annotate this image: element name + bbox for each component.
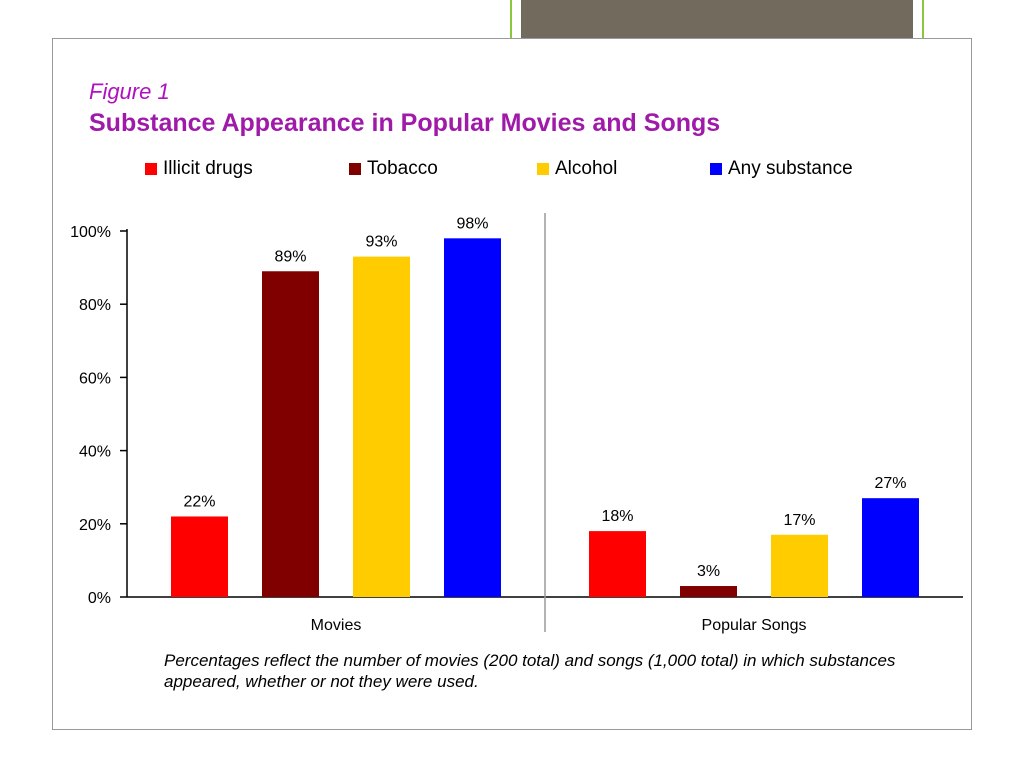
legend-swatch-any-substance	[710, 163, 722, 175]
legend-swatch-tobacco	[349, 163, 361, 175]
legend-item-illicit-drugs: Illicit drugs	[145, 158, 253, 180]
slide-frame	[52, 38, 972, 730]
legend-label-any-substance: Any substance	[728, 158, 853, 179]
legend-item-tobacco: Tobacco	[349, 158, 438, 180]
legend-swatch-alcohol	[537, 163, 549, 175]
legend-swatch-illicit-drugs	[145, 163, 157, 175]
legend-item-alcohol: Alcohol	[537, 158, 617, 180]
chart-title: Substance Appearance in Popular Movies a…	[89, 109, 721, 137]
legend-label-tobacco: Tobacco	[367, 158, 438, 179]
legend-item-any-substance: Any substance	[710, 158, 853, 180]
legend-label-alcohol: Alcohol	[555, 158, 618, 179]
chart-legend: Illicit drugs Tobacco Alcohol Any substa…	[0, 158, 1024, 182]
chart-footnote: Percentages reflect the number of movies…	[164, 651, 896, 691]
figure-label: Figure 1	[89, 79, 170, 104]
legend-label-illicit-drugs: Illicit drugs	[163, 158, 253, 179]
